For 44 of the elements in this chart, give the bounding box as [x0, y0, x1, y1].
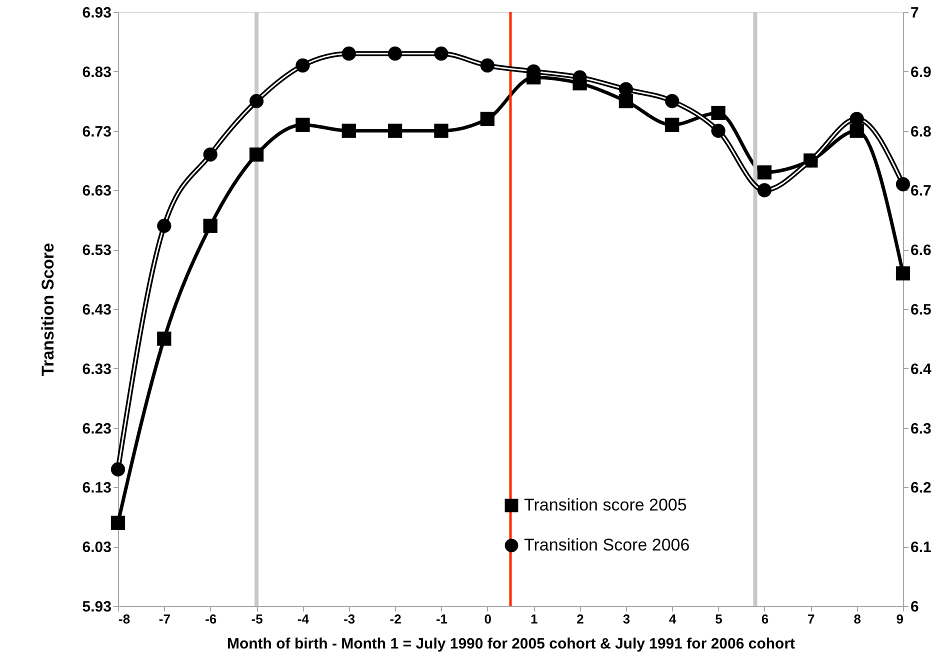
y2-tick-label: 6.6: [910, 242, 932, 260]
y-tick-label: 6.83: [82, 64, 112, 81]
x-tick-label: 9: [896, 612, 904, 626]
x-tick-label: 4: [669, 612, 677, 626]
legend-label: Transition score 2005: [524, 496, 687, 514]
x-tick-label: 0: [484, 612, 492, 626]
y-tick-label: 6.13: [82, 480, 112, 497]
y-tick-label: 6.93: [82, 4, 112, 22]
x-tick-label: 1: [530, 612, 538, 626]
x-tick-label: -4: [297, 612, 310, 626]
x-tick-label: -8: [118, 612, 130, 626]
x-tick-label: 6: [761, 612, 769, 626]
y-tick-label: 5.93: [82, 598, 112, 616]
x-axis-title: Month of birth - Month 1 = July 1990 for 2005 cohort & July 1991 for 2006 cohort: [226, 636, 796, 652]
x-tick-label: -2: [390, 612, 402, 626]
y-tick-label: 6.23: [82, 420, 112, 438]
x-tick-label: 5: [715, 612, 722, 626]
y-tick-label: 6.53: [82, 242, 112, 260]
y2-tick-label: 6.3: [910, 420, 932, 438]
y-axis-title: Transition Score: [38, 242, 58, 376]
y2-tick-label: 6.9: [910, 64, 932, 81]
x-tick-label: -3: [344, 612, 356, 626]
x-tick-label: 2: [576, 612, 584, 626]
y2-tick-label: 6.8: [910, 123, 932, 140]
y2-tick-label: 6.1: [910, 539, 932, 556]
legend-label: Transition Score 2006: [524, 536, 690, 554]
y2-tick-label: 6.7: [910, 182, 932, 200]
x-tick-label: 8: [854, 612, 861, 626]
y2-tick-label: 6.4: [910, 360, 932, 378]
y2-tick-label: 7: [910, 4, 919, 22]
x-tick-label: -7: [158, 612, 170, 626]
y2-tick-label: 6.5: [910, 302, 932, 318]
x-tick-label: -6: [205, 612, 217, 626]
y-tick-label: 6.33: [82, 360, 112, 378]
y-tick-label: 6.43: [82, 302, 112, 318]
y-tick-label: 6.73: [82, 123, 112, 140]
y-tick-label: 6.03: [82, 539, 112, 556]
x-tick-label: 7: [808, 612, 815, 626]
x-tick-label: -5: [251, 612, 263, 626]
x-tick-label: -1: [436, 612, 448, 626]
x-tick-label: 3: [622, 612, 630, 626]
y2-tick-label: 6.2: [910, 480, 932, 497]
y2-tick-label: 6: [910, 598, 919, 616]
y-tick-label: 6.63: [82, 182, 112, 200]
